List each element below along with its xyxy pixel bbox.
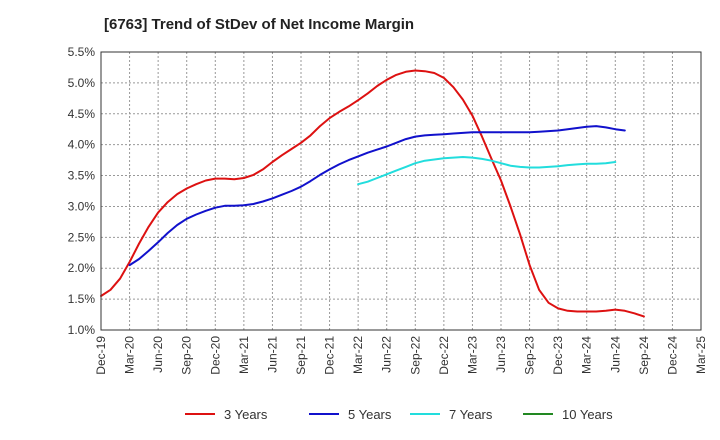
series-line-7-years [357, 156, 617, 186]
x-tick-label: Dec-19 [94, 336, 108, 375]
y-tick-label: 4.0% [68, 138, 96, 152]
x-tick-label: Jun-23 [494, 336, 508, 373]
x-tick-label: Dec-24 [665, 336, 679, 375]
x-tick-label: Mar-21 [237, 336, 251, 374]
x-axis-ticks: Dec-19 Mar-20 Jun-20 Sep-20 Dec-20 Mar-21 Jun-… [94, 336, 708, 375]
y-tick-label: 3.0% [68, 199, 96, 213]
x-tick-label: Mar-22 [351, 336, 365, 374]
x-tick-label: Sep-23 [523, 336, 537, 375]
x-tick-label: Mar-24 [580, 336, 594, 374]
legend-label: 10 Years [562, 407, 613, 422]
x-tick-label: Mar-25 [694, 336, 708, 374]
series-line-3-years [100, 69, 645, 318]
x-tick-label: Sep-21 [294, 336, 308, 375]
x-tick-label: Jun-22 [380, 336, 394, 373]
x-tick-label: Dec-22 [437, 336, 451, 375]
x-tick-label: Jun-21 [265, 336, 279, 373]
series-layer [100, 69, 645, 318]
y-tick-label: 4.5% [68, 107, 96, 121]
x-tick-label: Sep-22 [408, 336, 422, 375]
x-tick-label: Sep-24 [637, 336, 651, 375]
x-tick-label: Jun-20 [151, 336, 165, 373]
y-tick-label: 2.0% [68, 261, 96, 275]
y-axis-ticks: 1.0% 1.5% 2.0% 2.5% 3.0% 3.5% 4.0% 4.5% 5.0% 5.5% [68, 45, 96, 337]
x-tick-label: Dec-23 [551, 336, 565, 375]
legend-label: 7 Years [449, 407, 493, 422]
legend-label: 3 Years [224, 407, 268, 422]
x-tick-label: Mar-20 [123, 336, 137, 374]
plot-frame [100, 51, 702, 331]
grid [101, 52, 701, 330]
y-tick-label: 5.5% [68, 45, 96, 59]
y-tick-label: 5.0% [68, 76, 96, 90]
x-tick-label: Jun-24 [608, 336, 622, 373]
y-tick-label: 3.5% [68, 169, 96, 183]
x-tick-label: Dec-20 [208, 336, 222, 375]
y-tick-label: 1.0% [68, 323, 96, 337]
y-tick-label: 1.5% [68, 292, 96, 306]
legend-label: 5 Years [348, 407, 392, 422]
x-tick-label: Sep-20 [180, 336, 194, 375]
series-line-5-years [128, 125, 626, 267]
chart-title: [6763] Trend of StDev of Net Income Marg… [104, 16, 415, 33]
plot-area [101, 52, 701, 330]
y-tick-label: 2.5% [68, 230, 96, 244]
x-tick-label: Dec-21 [323, 336, 337, 375]
legend: 3 Years 5 Years 7 Years 10 Years [185, 407, 613, 422]
x-tick-label: Mar-23 [465, 336, 479, 374]
